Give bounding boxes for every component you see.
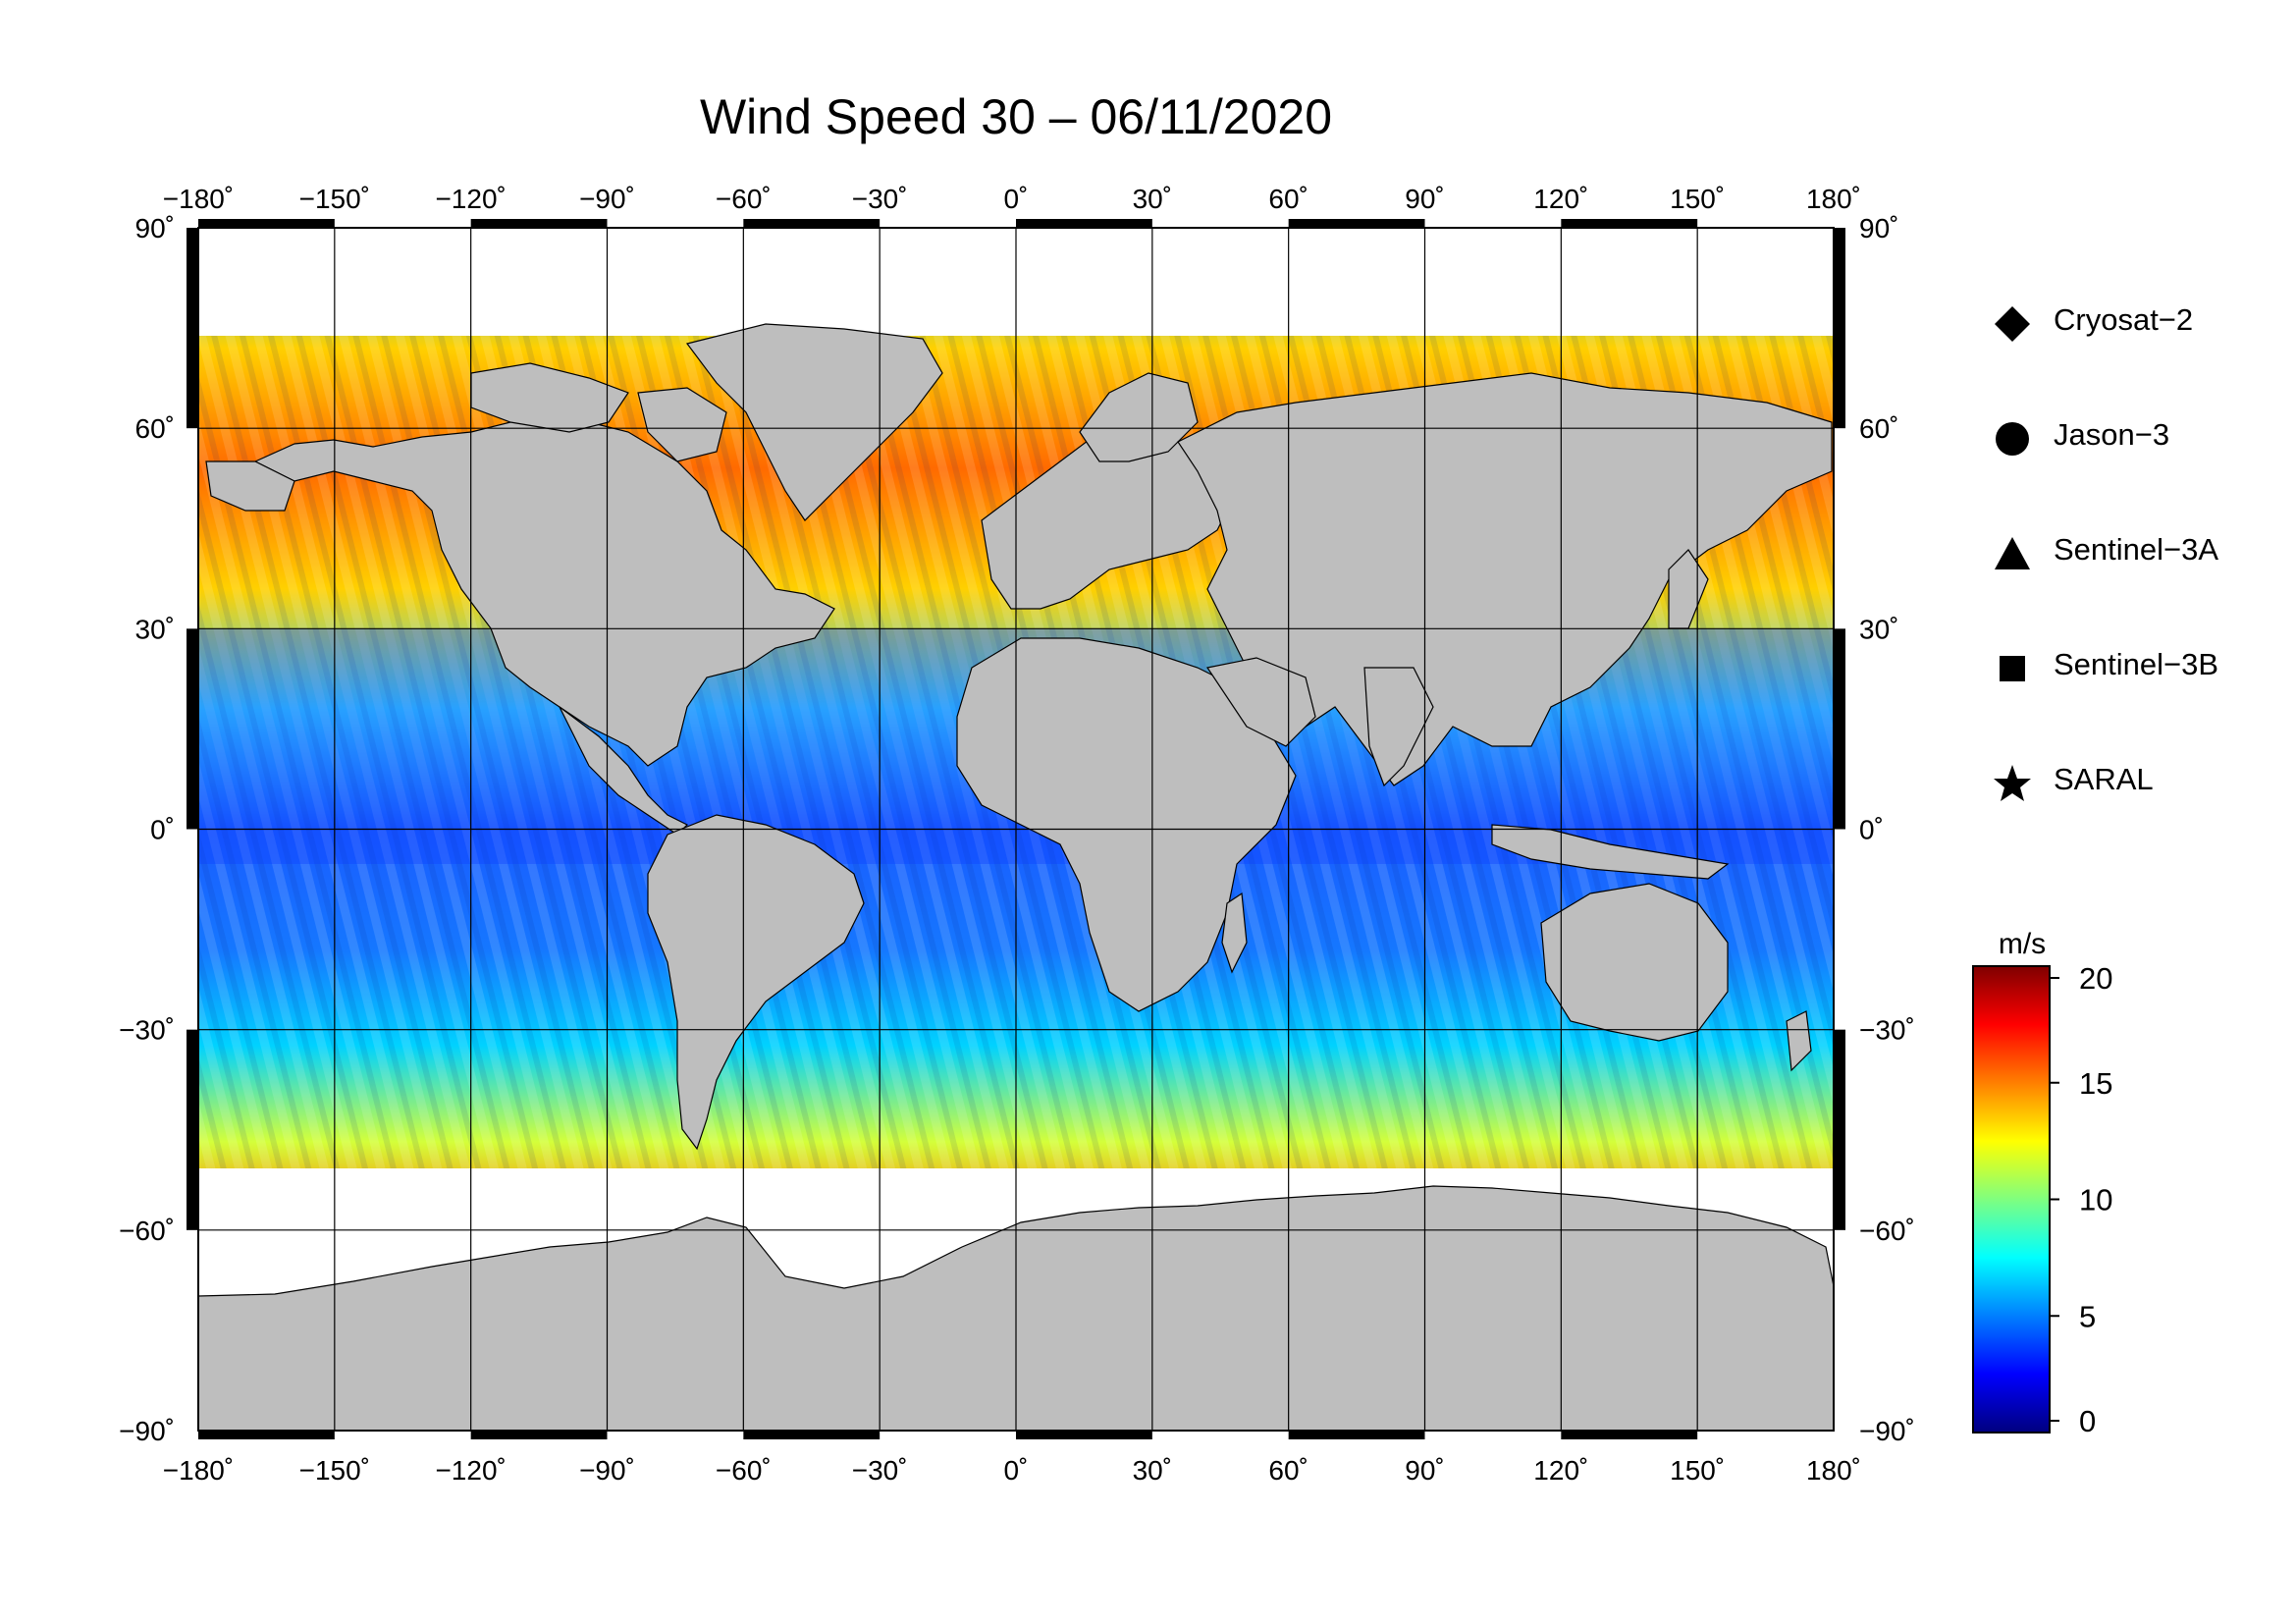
- legend-label: SARAL: [2054, 762, 2154, 796]
- lon-tick-label-top: 90˚: [1405, 184, 1444, 214]
- lon-tick-label-top: −180˚: [163, 184, 234, 214]
- colorbar-tick-label: 5: [2079, 1299, 2096, 1333]
- lat-tick-label-right: −60˚: [1859, 1216, 1915, 1246]
- land-madagascar: [1221, 892, 1248, 974]
- frame-bar-bottom: [198, 1431, 335, 1439]
- frame-bar-bottom: [1016, 1431, 1152, 1439]
- lon-tick-label-bottom: 60˚: [1268, 1455, 1308, 1486]
- lat-tick-label-left: −30˚: [119, 1015, 175, 1046]
- lon-tick-label-bottom: 120˚: [1533, 1455, 1588, 1486]
- frame-bar-bottom: [1561, 1431, 1698, 1439]
- lon-tick-label-bottom: −180˚: [163, 1455, 234, 1486]
- frame-bar-top: [1561, 219, 1698, 228]
- lat-tick-label-left: 30˚: [135, 614, 175, 644]
- frame-bar-bottom: [743, 1431, 881, 1439]
- lat-tick-label-left: 60˚: [135, 413, 175, 444]
- lat-tick-label-left: −90˚: [119, 1416, 175, 1446]
- legend-item-sentinel-3b: Sentinel−3B: [1993, 639, 2248, 698]
- colorbar-tick-label: 0: [2079, 1404, 2096, 1438]
- diamond-icon: [1995, 306, 2030, 342]
- colorbar-tick-label: 10: [2079, 1183, 2112, 1217]
- lon-tick-label-bottom: 150˚: [1670, 1455, 1725, 1486]
- legend-item-jason: Jason−3: [1993, 409, 2248, 468]
- frame-bar-right: [1834, 1029, 1845, 1230]
- legend-item-saral: SARAL: [1993, 754, 2248, 813]
- lon-tick-label-bottom: −150˚: [299, 1455, 370, 1486]
- lon-tick-label-bottom: −60˚: [716, 1455, 772, 1486]
- frame-bar-top: [470, 219, 608, 228]
- lon-tick-label-top: 120˚: [1533, 184, 1588, 214]
- legend-label: Cryosat−2: [2054, 302, 2194, 337]
- colorbar-tick-label: 15: [2079, 1066, 2112, 1101]
- colorbar-tick-label: 20: [2079, 961, 2112, 996]
- legend-label: Sentinel−3B: [2054, 647, 2219, 681]
- lat-tick-label-right: 0˚: [1859, 815, 1884, 845]
- lon-tick-label-bottom: −90˚: [579, 1455, 635, 1486]
- lon-tick-label-top: 60˚: [1268, 184, 1308, 214]
- lon-tick-label-bottom: −30˚: [852, 1455, 908, 1486]
- lat-tick-label-right: 60˚: [1859, 413, 1898, 444]
- map-title: Wind Speed 30 – 06/11/2020: [699, 89, 1333, 144]
- lat-tick-label-right: −90˚: [1859, 1416, 1915, 1446]
- land-india: [1363, 667, 1434, 787]
- lon-tick-label-top: −60˚: [716, 184, 772, 214]
- lon-tick-label-bottom: 90˚: [1405, 1455, 1444, 1486]
- lon-tick-label-bottom: 0˚: [1004, 1455, 1029, 1486]
- frame-bar-right: [1834, 228, 1845, 429]
- lon-tick-label-top: 0˚: [1004, 184, 1029, 214]
- star-icon: [1994, 765, 2031, 801]
- frame-bar-top: [1016, 219, 1152, 228]
- legend-label: Jason−3: [2054, 417, 2170, 452]
- lat-tick-label-right: 90˚: [1859, 213, 1898, 243]
- land-canadian-arctic: [470, 362, 629, 433]
- frame-bar-top: [743, 219, 881, 228]
- land-new-zealand: [1786, 1010, 1812, 1072]
- legend-item-cryosat: Cryosat−2: [1993, 295, 2248, 353]
- legend-label: Sentinel−3A: [2054, 532, 2219, 567]
- land-africa: [956, 637, 1297, 1012]
- land-greenland: [685, 323, 943, 521]
- square-icon: [2000, 656, 2025, 681]
- land-asia: [1177, 372, 1833, 786]
- lon-tick-label-top: −90˚: [579, 184, 635, 214]
- land-central-america: [559, 706, 689, 836]
- legend-item-sentinel-3a: Sentinel−3A: [1993, 524, 2248, 583]
- frame-bar-right: [1834, 628, 1845, 830]
- colorbar: [1972, 965, 2051, 1434]
- frame-bar-bottom: [470, 1431, 608, 1439]
- lat-tick-label-left: −60˚: [119, 1216, 175, 1246]
- lon-tick-label-bottom: 30˚: [1133, 1455, 1172, 1486]
- frame-bar-left: [187, 228, 198, 429]
- lon-tick-label-top: −120˚: [435, 184, 506, 214]
- frame-bar-top: [1288, 219, 1425, 228]
- frame-bar-bottom: [1288, 1431, 1425, 1439]
- lon-tick-label-top: −150˚: [299, 184, 370, 214]
- land-scandinavia: [1079, 372, 1199, 462]
- land-australia: [1540, 883, 1729, 1042]
- land-south-america: [647, 814, 865, 1151]
- frame-bar-left: [187, 1029, 198, 1230]
- lon-tick-label-top: 30˚: [1133, 184, 1172, 214]
- lon-tick-label-top: 180˚: [1806, 184, 1861, 214]
- lat-tick-label-right: 30˚: [1859, 614, 1898, 644]
- circle-icon: [1996, 422, 2029, 456]
- land-japan: [1668, 549, 1709, 629]
- lon-tick-label-top: −30˚: [852, 184, 908, 214]
- lat-tick-label-left: 0˚: [150, 815, 175, 845]
- lat-tick-label-right: −30˚: [1859, 1015, 1915, 1046]
- triangle-icon: [1995, 537, 2030, 569]
- frame-bar-top: [198, 219, 335, 228]
- land-alaska: [205, 460, 295, 512]
- frame-bar-left: [187, 628, 198, 830]
- colorbar-unit: m/s: [1998, 928, 2047, 960]
- lat-tick-label-left: 90˚: [135, 213, 175, 243]
- land-baffin: [637, 387, 727, 462]
- land-indonesia: [1491, 824, 1730, 880]
- lon-tick-label-top: 150˚: [1670, 184, 1725, 214]
- lon-tick-label-bottom: 180˚: [1806, 1455, 1861, 1486]
- lon-tick-label-bottom: −120˚: [435, 1455, 506, 1486]
